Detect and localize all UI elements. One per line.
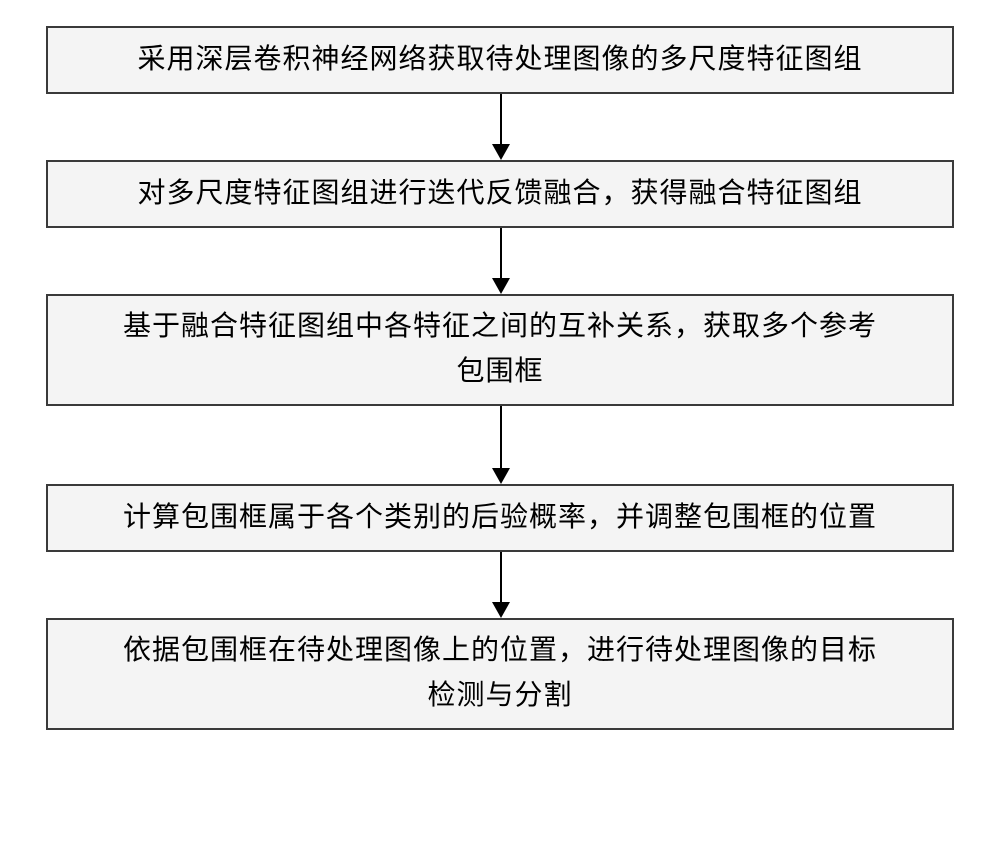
- node-text: 对多尺度特征图组进行迭代反馈融合，获得融合特征图组: [137, 172, 862, 217]
- flowchart-arrow: [490, 406, 512, 484]
- flowchart-node: 对多尺度特征图组进行迭代反馈融合，获得融合特征图组: [46, 160, 954, 228]
- flowchart-arrow: [490, 552, 512, 618]
- flowchart-container: 采用深层卷积神经网络获取待处理图像的多尺度特征图组对多尺度特征图组进行迭代反馈融…: [46, 26, 956, 730]
- node-text: 依据包围框在待处理图像上的位置，进行待处理图像的目标检测与分割: [123, 629, 877, 719]
- node-text: 采用深层卷积神经网络获取待处理图像的多尺度特征图组: [137, 38, 862, 83]
- node-text: 计算包围框属于各个类别的后验概率，并调整包围框的位置: [123, 496, 877, 541]
- flowchart-arrow: [490, 228, 512, 294]
- flowchart-node: 计算包围框属于各个类别的后验概率，并调整包围框的位置: [46, 484, 954, 552]
- flowchart-node: 依据包围框在待处理图像上的位置，进行待处理图像的目标检测与分割: [46, 618, 954, 730]
- flowchart-node: 基于融合特征图组中各特征之间的互补关系，获取多个参考包围框: [46, 294, 954, 406]
- flowchart-node: 采用深层卷积神经网络获取待处理图像的多尺度特征图组: [46, 26, 954, 94]
- flowchart-arrow: [490, 94, 512, 160]
- node-text: 基于融合特征图组中各特征之间的互补关系，获取多个参考包围框: [123, 305, 877, 395]
